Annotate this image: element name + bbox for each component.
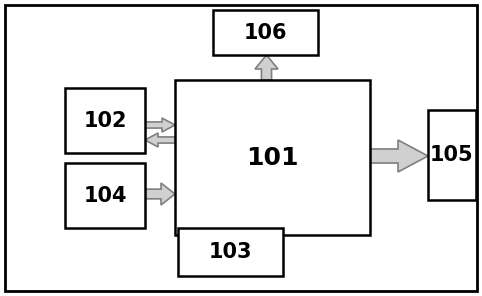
Text: 103: 103 (209, 242, 252, 262)
Polygon shape (370, 140, 428, 172)
Text: 101: 101 (246, 146, 299, 170)
Bar (175, 80, 370, 235)
Bar (65, 88, 145, 153)
Polygon shape (255, 55, 278, 80)
Polygon shape (145, 133, 175, 147)
Text: 104: 104 (83, 186, 127, 205)
Polygon shape (256, 228, 272, 240)
Polygon shape (256, 223, 272, 235)
Text: 106: 106 (244, 22, 287, 43)
Bar (65, 163, 145, 228)
Polygon shape (145, 118, 175, 132)
Bar (428, 110, 476, 200)
Polygon shape (145, 183, 175, 205)
Bar (213, 10, 318, 55)
Bar (178, 228, 283, 276)
Text: 105: 105 (430, 145, 474, 165)
Text: 102: 102 (83, 110, 127, 131)
